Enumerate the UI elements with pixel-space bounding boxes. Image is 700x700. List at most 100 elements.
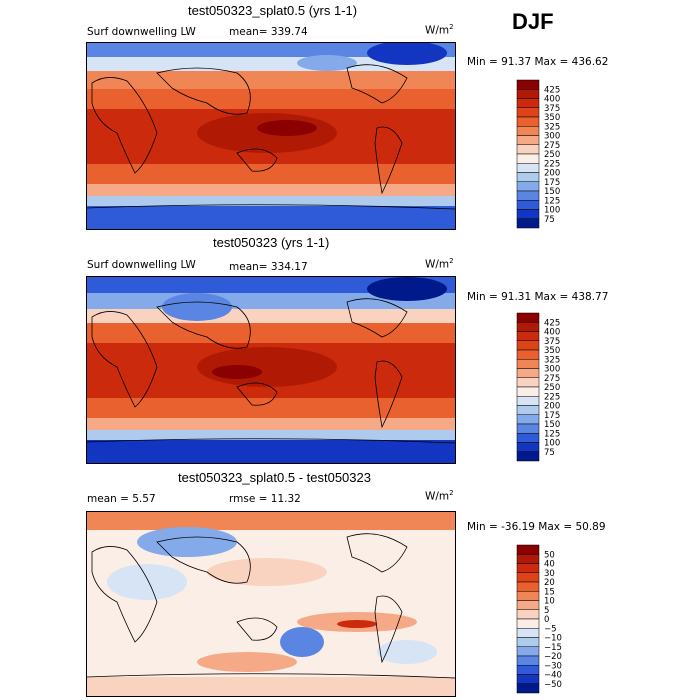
colorbar-segment [516, 554, 540, 564]
colorbar-label: 250 [544, 150, 560, 160]
colorbar-label: 10 [544, 597, 555, 607]
colorbar-label: 150 [544, 187, 560, 197]
colorbar-segment [516, 153, 540, 164]
panel-3-rmse: rmse = 11.32 [229, 493, 301, 505]
colorbar-segment [516, 655, 540, 666]
colorbar-segment [516, 646, 540, 657]
season-label: DJF [512, 9, 554, 34]
colorbar-label: 350 [544, 113, 560, 123]
colorbar-segment [516, 377, 540, 388]
colorbar-label: 100 [544, 439, 560, 449]
colorbar-label: 150 [544, 420, 560, 430]
colorbar-label: 100 [544, 206, 560, 216]
colorbar-segment [516, 637, 540, 647]
colorbar-label: 250 [544, 383, 560, 393]
colorbar-segment [516, 135, 540, 145]
colorbar-segment [516, 572, 540, 583]
colorbar-label: 225 [544, 392, 560, 402]
panel-1-map [86, 42, 456, 230]
colorbar-segment [516, 423, 540, 434]
colorbar-label: −50 [544, 680, 562, 690]
colorbar-label: 375 [544, 104, 560, 114]
colorbar-label: 425 [544, 85, 560, 95]
colorbar-label: 5 [544, 606, 549, 616]
colorbar-segment [516, 665, 540, 675]
colorbar-segment [516, 79, 540, 90]
panel-2-map [86, 276, 456, 464]
colorbar-segment [516, 368, 540, 378]
colorbar-label: 75 [544, 448, 555, 458]
colorbar-segment [516, 618, 540, 629]
panel-3-map-field [87, 512, 455, 696]
panel-2-map-field [87, 277, 455, 463]
colorbar-label: 400 [544, 328, 560, 338]
colorbar-segment [516, 609, 540, 620]
colorbar-segment [516, 433, 540, 443]
panel-2-variable: Surf downwelling LW [87, 259, 196, 271]
colorbar-label: −10 [544, 634, 562, 644]
panel-1-minmax: Min = 91.37 Max = 436.62 [467, 56, 609, 68]
colorbar-segment [516, 190, 540, 201]
colorbar-segment [516, 628, 540, 638]
panel-2-title: test050323 (yrs 1-1) [213, 235, 330, 250]
colorbar-segment [516, 322, 540, 332]
colorbar-segment [516, 181, 540, 192]
colorbar-segment [516, 312, 540, 323]
colorbar-segment [516, 386, 540, 397]
panel-1-title: test050323_splat0.5 (yrs 1-1) [188, 3, 358, 18]
colorbar-segment [516, 126, 540, 136]
panel-3-minmax: Min = -36.19 Max = 50.89 [467, 521, 606, 533]
colorbar-label: −5 [544, 624, 557, 634]
panel-3-colorbar: 50 40 30 20 15 10 5 0 −5 −10 −15 −20 −30 −40 −50 [516, 544, 577, 694]
colorbar-segment [516, 591, 540, 601]
colorbar-segment [516, 89, 540, 99]
colorbar-segment [516, 563, 540, 573]
colorbar-segment [516, 451, 540, 462]
colorbar-segment [516, 144, 540, 155]
colorbar-segment [516, 581, 540, 592]
colorbar-segment [516, 405, 540, 415]
panel-1-map-field [87, 43, 455, 229]
colorbar-segment [516, 200, 540, 210]
colorbar-label: 30 [544, 569, 555, 579]
colorbar-segment [516, 396, 540, 406]
colorbar-segment [516, 340, 540, 351]
colorbar-segment [516, 442, 540, 452]
colorbar-segment [516, 600, 540, 610]
colorbar-label: 20 [544, 578, 555, 588]
colorbar-label: −15 [544, 643, 562, 653]
colorbar-segment [516, 331, 540, 341]
colorbar-label: 40 [544, 560, 555, 570]
colorbar-label: 175 [544, 178, 560, 188]
colorbar-label: 175 [544, 411, 560, 421]
colorbar-segment [516, 414, 540, 425]
colorbar-label: 375 [544, 337, 560, 347]
colorbar-label: 15 [544, 587, 555, 597]
panel-3-units: W/m2 [425, 489, 454, 503]
colorbar-segment [516, 163, 540, 173]
colorbar-label: 275 [544, 374, 560, 384]
colorbar-segment [516, 209, 540, 219]
colorbar-label: 325 [544, 355, 560, 365]
colorbar-label: 75 [544, 215, 555, 225]
colorbar-label: 125 [544, 196, 560, 206]
colorbar-label: −30 [544, 661, 562, 671]
colorbar-label: 225 [544, 159, 560, 169]
panel-3-title: test050323_splat0.5 - test050323 [178, 470, 371, 485]
colorbar-label: 325 [544, 122, 560, 132]
colorbar-segment [516, 98, 540, 108]
colorbar-label: 125 [544, 429, 560, 439]
panel-2-units: W/m2 [425, 257, 454, 271]
panel-3-map [86, 511, 456, 697]
colorbar-segment [516, 544, 540, 555]
colorbar-label: 425 [544, 318, 560, 328]
panel-2-colorbar-svg: 4254003753503253002752502252001751501251… [516, 312, 560, 462]
colorbar-label: 400 [544, 95, 560, 105]
colorbar-label: 200 [544, 169, 560, 179]
panel-1-colorbar: 425 400 375 350 325 300 275 250 225 200 175 150 125 1… [516, 79, 577, 229]
colorbar-segment [516, 683, 540, 694]
panel-1-mean: mean= 339.74 [229, 26, 308, 38]
panel-1-variable: Surf downwelling LW [87, 26, 196, 38]
colorbar-segment [516, 674, 540, 684]
